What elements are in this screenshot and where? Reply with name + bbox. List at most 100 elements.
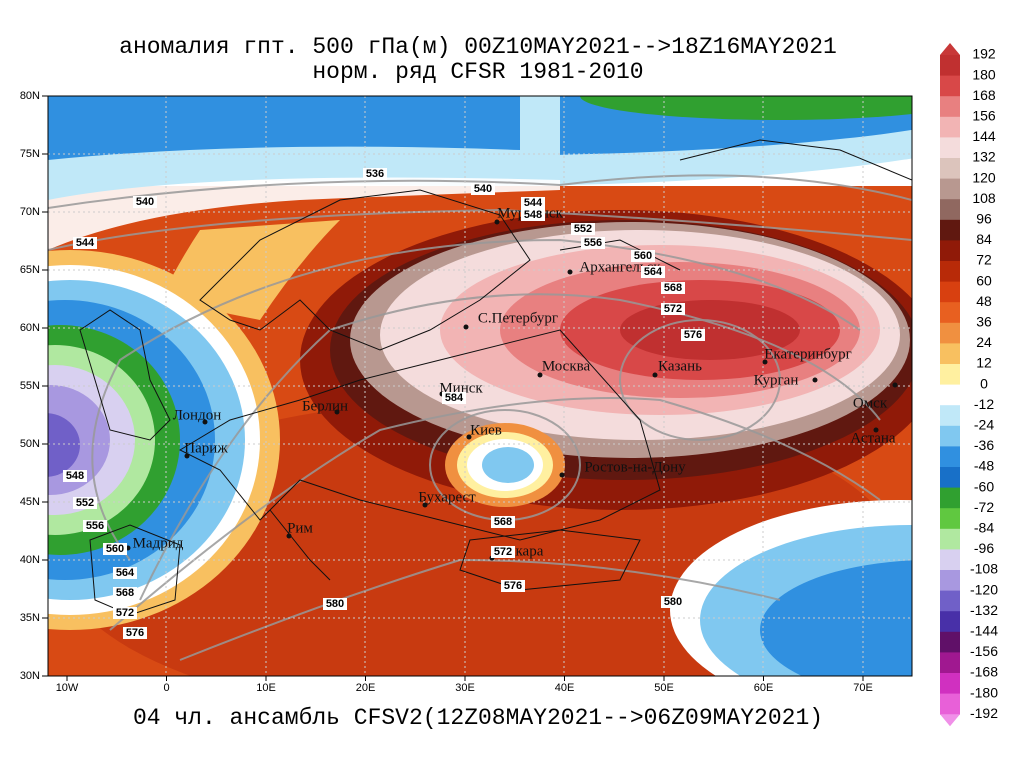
city-dot: [184, 453, 190, 459]
colorbar-swatch: [940, 322, 960, 344]
colorbar-swatch: [940, 199, 960, 221]
contour-label-box: [63, 470, 87, 482]
city-dot: [652, 372, 658, 378]
contour-label-box: [681, 329, 705, 341]
city-dot: [334, 409, 340, 415]
colorbar-swatch: [940, 302, 960, 324]
colorbar-label: 168: [972, 87, 996, 103]
city-dot: [422, 502, 428, 508]
lat-label: 75N: [20, 148, 40, 160]
contour-label: 572: [494, 546, 512, 558]
lat-label: 70N: [20, 206, 40, 218]
colorbar-label: -180: [970, 684, 998, 700]
city-dot: [466, 434, 472, 440]
colorbar-swatch: [940, 96, 960, 118]
colorbar-label: -96: [974, 540, 994, 556]
city-label: Лондон: [173, 407, 222, 423]
lat-label: 45N: [20, 496, 40, 508]
contour-label: 556: [86, 520, 104, 532]
city-label: С.Петербург: [478, 310, 558, 326]
colorbar-label: 192: [972, 46, 996, 62]
colorbar-label: -48: [974, 458, 994, 474]
contour-label-box: [521, 209, 545, 221]
colorbar-swatch: [940, 652, 960, 674]
lat-label: 65N: [20, 264, 40, 276]
colorbar-label: 108: [972, 190, 996, 206]
colorbar-label: 36: [976, 314, 992, 330]
city-label: Омск: [853, 395, 888, 411]
colorbar-swatch: [940, 116, 960, 138]
contour-label-box: [501, 580, 525, 592]
colorbar-swatch: [940, 673, 960, 695]
contour-label-box: [571, 223, 595, 235]
colorbar-swatch: [940, 467, 960, 489]
colorbar-label: 120: [972, 169, 996, 185]
colorbar-swatch: [940, 508, 960, 530]
city-dot: [812, 377, 818, 383]
lat-label: 80N: [20, 90, 40, 102]
contour-label: 568: [494, 516, 512, 528]
colorbar-label: 12: [976, 355, 992, 371]
contour-label-box: [471, 183, 495, 195]
contour-label-box: [363, 168, 387, 180]
contour-label: 568: [664, 282, 682, 294]
colorbar-label: -192: [970, 705, 998, 721]
contour-label-box: [113, 587, 137, 599]
colorbar-swatch: [940, 570, 960, 592]
contour-label: 580: [664, 596, 682, 608]
colorbar-swatch: [940, 631, 960, 653]
contour-label: 580: [326, 598, 344, 610]
contour-label: 576: [684, 329, 702, 341]
colorbar-label: 0: [980, 375, 988, 391]
colorbar-swatch: [940, 384, 960, 406]
contour-label: 572: [664, 303, 682, 315]
colorbar-swatch: [940, 611, 960, 633]
contour-label: 576: [126, 627, 144, 639]
colorbar-label: -60: [974, 478, 994, 494]
city-label: Рим: [287, 520, 313, 536]
colorbar-swatch: [940, 528, 960, 550]
colorbar-label: 96: [976, 211, 992, 227]
city-label: Ростов-на-Дону: [584, 459, 686, 475]
map-field: [48, 96, 912, 676]
colorbar-label: -72: [974, 499, 994, 515]
contour-label: 572: [116, 607, 134, 619]
colorbar-swatch: [940, 487, 960, 509]
colorbar-swatch: [940, 549, 960, 571]
contour-label: 564: [116, 567, 135, 579]
contour-label-box: [661, 282, 685, 294]
colorbar-label: 60: [976, 272, 992, 288]
contour-label-box: [123, 627, 147, 639]
contour-label: 536: [366, 168, 384, 180]
city-dot: [202, 419, 208, 425]
colorbar-swatch: [940, 178, 960, 200]
lat-label: 35N: [20, 612, 40, 624]
colorbar-swatch: [940, 219, 960, 241]
footer: 04 чл. ансамбль CFSV2(12Z08MAY2021-->06Z…: [133, 705, 823, 731]
city-dot: [559, 472, 565, 478]
colorbar-label: -168: [970, 664, 998, 680]
colorbar-swatch: [940, 158, 960, 180]
contour-label: 568: [116, 587, 134, 599]
lon-label: 10W: [56, 682, 79, 694]
lon-label: 10E: [256, 682, 276, 694]
colorbar-label: -12: [974, 396, 994, 412]
lon-label: 70E: [853, 682, 873, 694]
contour-label: 552: [574, 223, 592, 235]
colorbar-label: -24: [974, 417, 994, 433]
city-dot: [892, 382, 898, 388]
contour-label: 544: [76, 237, 95, 249]
contour-label-box: [73, 497, 97, 509]
contour-label: 540: [474, 183, 492, 195]
city-dot: [494, 219, 500, 225]
colorbar-label: -36: [974, 437, 994, 453]
city-label: Париж: [184, 440, 228, 456]
contour-label-box: [83, 520, 107, 532]
lon-label: 0: [163, 682, 169, 694]
city-label: Берлин: [302, 398, 348, 414]
contour-label-box: [631, 250, 655, 262]
lon-label: 50E: [654, 682, 674, 694]
contour-label: 560: [106, 543, 124, 555]
colorbar-swatch: [940, 693, 960, 715]
city-label: Архангельск: [579, 259, 661, 275]
